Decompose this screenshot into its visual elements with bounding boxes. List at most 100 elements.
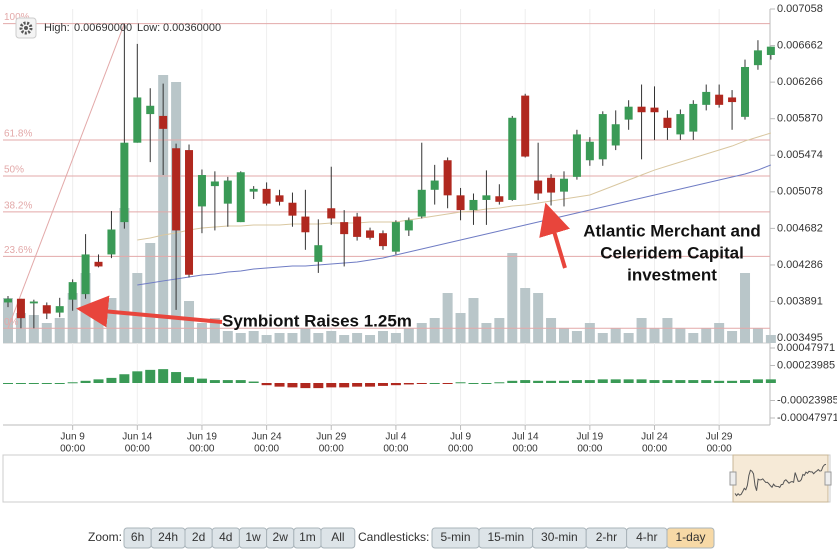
volume-bar: [28, 315, 39, 343]
button-bg[interactable]: [320, 527, 356, 549]
navigator[interactable]: [2, 454, 831, 503]
button-label[interactable]: 2w: [273, 530, 289, 544]
macd-bar: [67, 382, 78, 384]
button[interactable]: 1-day: [666, 527, 715, 549]
candle-body: [185, 150, 194, 275]
volume-bar: [494, 318, 505, 343]
volume-bar: [313, 333, 324, 343]
button-label[interactable]: 4-hr: [636, 530, 657, 544]
x-tick-label: Jul 29: [706, 432, 733, 443]
volume-bar: [507, 253, 518, 343]
navigator-line: [734, 463, 827, 497]
button-label[interactable]: 1m: [299, 530, 316, 544]
macd-bar: [132, 371, 143, 383]
macd-bar: [403, 383, 414, 385]
volume-bar: [106, 298, 117, 343]
button[interactable]: 1m: [293, 527, 322, 549]
low-label: Low:: [137, 22, 160, 34]
annotation: Celeridem Capital: [600, 243, 744, 262]
candle-body: [327, 208, 336, 219]
macd-bar: [701, 380, 712, 383]
button-label[interactable]: All: [331, 530, 344, 544]
macd-bar: [610, 379, 621, 383]
volume-bar: [765, 335, 776, 343]
volume-bar: [222, 331, 233, 343]
button-label[interactable]: 1-day: [675, 530, 705, 544]
navigator-handle[interactable]: [824, 471, 832, 486]
button-bg[interactable]: [666, 527, 715, 549]
button[interactable]: 6h: [123, 527, 152, 549]
annotation-arrow: [76, 295, 223, 328]
button[interactable]: 1w: [238, 527, 268, 549]
high-label: High:: [44, 22, 70, 34]
volume-bar: [390, 333, 401, 343]
volume-bar: [326, 331, 337, 343]
y-tick-label: 0.006662: [777, 39, 823, 51]
candle-body: [159, 115, 168, 129]
macd-bar: [93, 379, 104, 383]
candle-body: [81, 254, 90, 295]
candle-body: [417, 189, 426, 217]
y-tick-label: 0.004682: [777, 222, 823, 234]
volume-bar: [701, 328, 712, 343]
volume-bar: [67, 293, 78, 343]
button[interactable]: 15-min: [478, 527, 534, 549]
candle-body: [443, 160, 452, 196]
volume-bar: [558, 328, 569, 343]
x-tick-time: 00:00: [448, 444, 473, 455]
candle-body: [766, 46, 775, 55]
navigator-selection[interactable]: [732, 454, 829, 503]
x-tick-label: Jul 4: [385, 432, 407, 443]
x-tick-label: Jul 19: [577, 432, 604, 443]
macd-bar: [752, 379, 763, 383]
button[interactable]: 24h: [150, 527, 186, 549]
x-tick-label: Jun 19: [187, 432, 217, 443]
button-label[interactable]: 2d: [192, 530, 205, 544]
x-tick-time: 00:00: [60, 444, 85, 455]
x-tick-label: Jul 24: [641, 432, 668, 443]
button-label[interactable]: 5-min: [440, 530, 470, 544]
button[interactable]: 4-hr: [626, 527, 668, 549]
x-tick-time: 00:00: [319, 444, 344, 455]
button[interactable]: 5-min: [431, 527, 480, 549]
button[interactable]: 30-min: [532, 527, 587, 549]
button-label[interactable]: 4d: [219, 530, 232, 544]
candle-body: [366, 230, 375, 238]
candle-body: [702, 91, 711, 105]
macd-bar: [649, 380, 660, 383]
button-label[interactable]: 1w: [245, 530, 261, 544]
button-label[interactable]: 2-hr: [596, 530, 617, 544]
candle-body: [172, 148, 181, 231]
candle-body: [534, 180, 543, 194]
button[interactable]: 4d: [211, 527, 240, 549]
button-label[interactable]: 15-min: [487, 530, 524, 544]
candle-body: [340, 222, 349, 235]
macd-bar: [520, 380, 531, 383]
button-label[interactable]: 24h: [158, 530, 178, 544]
volume-bar: [3, 298, 13, 343]
candle-body: [262, 188, 271, 204]
x-tick-time: 00:00: [125, 444, 150, 455]
button-label[interactable]: 30-min: [541, 530, 578, 544]
volume-bar: [520, 288, 531, 343]
navigator-handle[interactable]: [729, 471, 737, 486]
macd-bar: [274, 383, 285, 387]
volume-bar: [416, 323, 427, 343]
volume-bar: [365, 335, 376, 343]
candle-body: [753, 50, 762, 66]
button[interactable]: 2w: [266, 527, 295, 549]
button[interactable]: 2-hr: [585, 527, 628, 549]
candle-body: [469, 199, 478, 211]
x-tick-time: 00:00: [189, 444, 214, 455]
y-tick-label: 0.005078: [777, 186, 823, 198]
candle-body: [275, 195, 284, 202]
button-label[interactable]: 6h: [131, 530, 144, 544]
fib-label: 38.2%: [4, 201, 32, 212]
x-tick-time: 00:00: [383, 444, 408, 455]
button[interactable]: All: [320, 527, 356, 549]
volume-bar: [145, 243, 156, 343]
button[interactable]: 2d: [184, 527, 213, 549]
volume-bar: [468, 298, 479, 343]
